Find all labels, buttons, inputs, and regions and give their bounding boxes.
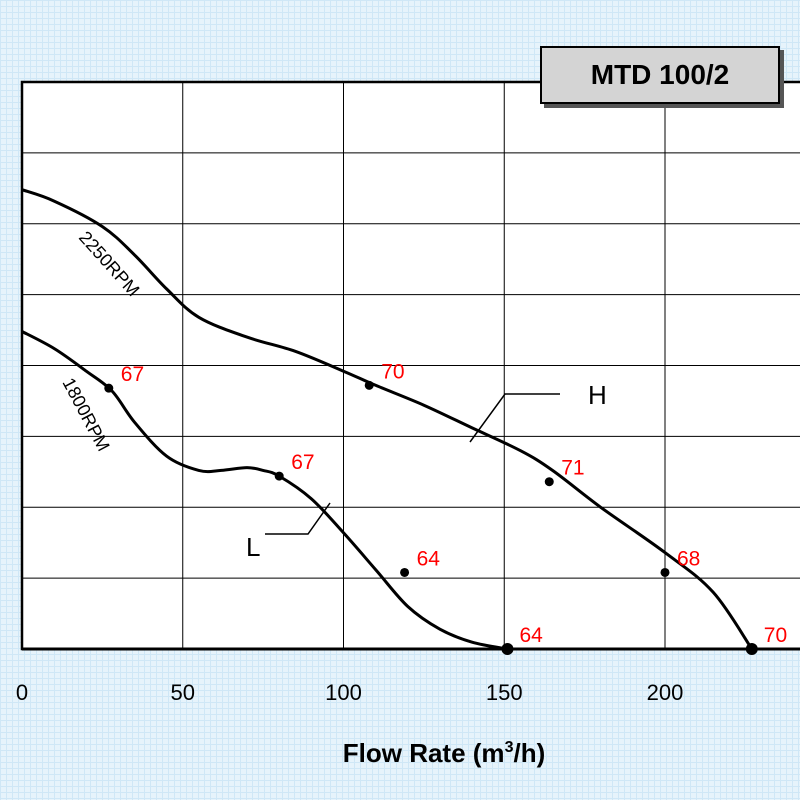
model-label-box: MTD 100/2: [540, 46, 780, 104]
x-axis-title: Flow Rate (m3/h): [343, 738, 545, 768]
curve-2250rpm: [21, 188, 754, 650]
efficiency-label: 67: [121, 363, 144, 386]
efficiency-marker: [501, 643, 514, 655]
x-axis-ticks: 0 50 100 150 200: [16, 680, 683, 705]
x-tick-label: 150: [486, 680, 523, 705]
leader-line-l: [265, 502, 331, 535]
model-label: MTD 100/2: [590, 59, 730, 90]
chart-grid: [20, 80, 800, 651]
efficiency-marker: [104, 383, 114, 393]
leader-line-h: [469, 393, 560, 443]
efficiency-points: 67 67 64 64 70 71 68 70: [104, 360, 787, 655]
efficiency-label: 68: [677, 547, 700, 570]
efficiency-label: 67: [291, 451, 314, 474]
efficiency-marker: [274, 471, 284, 481]
efficiency-marker: [660, 567, 670, 577]
efficiency-label: 71: [561, 457, 584, 480]
efficiency-marker: [544, 477, 554, 487]
tag-h: H: [588, 380, 607, 410]
efficiency-marker: [364, 380, 374, 390]
efficiency-marker: [400, 567, 410, 577]
x-tick-label: 50: [171, 680, 195, 705]
efficiency-label: 64: [519, 624, 543, 647]
efficiency-label: 70: [764, 624, 787, 647]
efficiency-label: 64: [417, 547, 441, 570]
tag-l: L: [246, 532, 260, 562]
x-tick-label: 100: [325, 680, 362, 705]
x-tick-label: 0: [16, 680, 28, 705]
efficiency-label: 70: [381, 360, 404, 383]
x-tick-label: 200: [647, 680, 684, 705]
efficiency-marker: [745, 643, 758, 655]
